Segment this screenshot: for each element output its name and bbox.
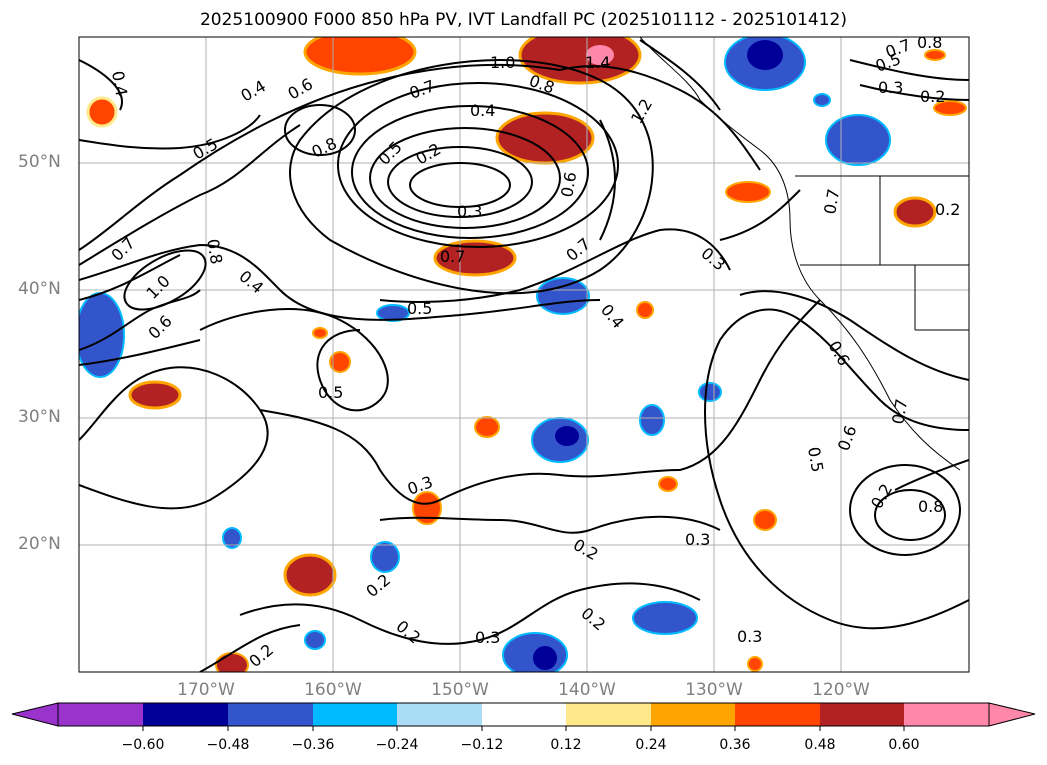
lat-label-20n: 20°N xyxy=(18,534,61,554)
contour-label: 0.7 xyxy=(407,76,437,103)
colorbar-tick-label: −0.48 xyxy=(206,737,250,753)
contour-label: 0.6 xyxy=(825,338,854,370)
contour-label: 0.2 xyxy=(935,200,960,219)
lon-label-160w: 160°W xyxy=(304,680,362,700)
contour-label: 0.5 xyxy=(407,299,432,318)
lat-label-40n: 40°N xyxy=(18,279,61,299)
contour-label: 0.7 xyxy=(107,233,138,264)
map-frame xyxy=(78,36,970,673)
contour-label: 0.6 xyxy=(834,423,861,453)
colorbar-bin xyxy=(482,703,566,726)
lon-label-140w: 140°W xyxy=(558,680,616,700)
colorbar-tick-label: −0.36 xyxy=(291,737,335,753)
contour-label: 0.2 xyxy=(245,640,277,671)
map-title: 2025100900 F000 850 hPa PV, IVT Landfall… xyxy=(199,10,847,30)
contour-label: 0.2 xyxy=(867,480,896,512)
contour-label: 0.6 xyxy=(557,170,580,198)
contour-label: 0.6 xyxy=(285,74,317,103)
lon-label-170w: 170°W xyxy=(177,680,235,700)
contour-label: 0.2 xyxy=(920,87,945,106)
contour-label: 0.2 xyxy=(362,570,394,601)
lon-label-120w: 120°W xyxy=(812,680,870,700)
colorbar-tick-label: 0.36 xyxy=(719,737,751,753)
contour-label: 0.3 xyxy=(457,202,482,221)
contour-label: 0.5 xyxy=(190,134,222,163)
coastlines xyxy=(639,37,969,471)
colorbar-min-extend xyxy=(11,702,59,727)
colorbar-bin xyxy=(651,703,735,726)
contour-label: 0.3 xyxy=(475,628,500,647)
colorbar-bin xyxy=(143,703,228,726)
contour-label: 1.2 xyxy=(627,95,656,127)
colorbar-bin xyxy=(228,703,313,726)
contour-label: 0.3 xyxy=(685,530,710,549)
contour-label: 0.5 xyxy=(804,445,827,473)
contour-label: 0.4 xyxy=(470,101,495,120)
colorbar-tick-label: 0.12 xyxy=(550,737,582,753)
ivt-contours xyxy=(79,39,969,672)
colorbar xyxy=(11,702,1036,731)
contour-label: 0.5 xyxy=(374,137,405,168)
colorbar-tick-label: −0.24 xyxy=(375,737,419,753)
contour-label: 0.6 xyxy=(144,311,175,342)
colorbar-bin xyxy=(735,703,820,726)
contour-label: 0.3 xyxy=(878,78,903,97)
lon-label-130w: 130°W xyxy=(685,680,743,700)
pv-negative-regions xyxy=(79,37,891,672)
pv-positive-regions xyxy=(86,37,967,672)
contour-label: 1.0 xyxy=(142,271,173,302)
contour-label: 0.3 xyxy=(697,244,729,275)
colorbar-tick-label: −0.12 xyxy=(460,737,504,753)
contour-label: 0.4 xyxy=(238,76,270,105)
contour-label: 1.4 xyxy=(585,53,610,72)
contour-label: 0.8 xyxy=(309,134,340,162)
colorbar-tick-label: 0.48 xyxy=(804,737,836,753)
contour-label: 0.7 xyxy=(440,247,465,266)
contour-label: 1.0 xyxy=(490,53,515,72)
contour-label: 0.7 xyxy=(820,187,843,215)
colorbar-tick-label: 0.60 xyxy=(888,737,920,753)
contour-label: 0.8 xyxy=(203,237,226,265)
colorbar-max-extend xyxy=(988,702,1036,727)
contour-label: 0.4 xyxy=(108,69,131,97)
colorbar-tick-label: 0.24 xyxy=(635,737,667,753)
colorbar-bin xyxy=(58,703,143,726)
colorbar-bin xyxy=(313,703,397,726)
contour-label: 0.2 xyxy=(577,604,609,635)
colorbar-tick-label: −0.60 xyxy=(121,737,165,753)
colorbar-bin xyxy=(566,703,651,726)
contour-label: 0.4 xyxy=(597,300,628,332)
contour-label: 0.8 xyxy=(917,33,942,52)
contour-label: 0.8 xyxy=(918,497,943,516)
lat-label-50n: 50°N xyxy=(18,152,61,172)
lat-label-30n: 30°N xyxy=(18,407,61,427)
lon-label-150w: 150°W xyxy=(431,680,489,700)
contour-label: 0.7 xyxy=(888,397,911,425)
colorbar-bin xyxy=(904,703,989,726)
contour-label: 0.4 xyxy=(235,267,267,298)
contour-label: 0.5 xyxy=(318,383,343,402)
contour-label: 0.2 xyxy=(570,535,602,564)
contour-label: 0.2 xyxy=(392,617,424,648)
colorbar-bin xyxy=(397,703,482,726)
colorbar-bin xyxy=(820,703,904,726)
gridlines xyxy=(79,37,969,672)
contour-label: 0.3 xyxy=(737,627,762,646)
